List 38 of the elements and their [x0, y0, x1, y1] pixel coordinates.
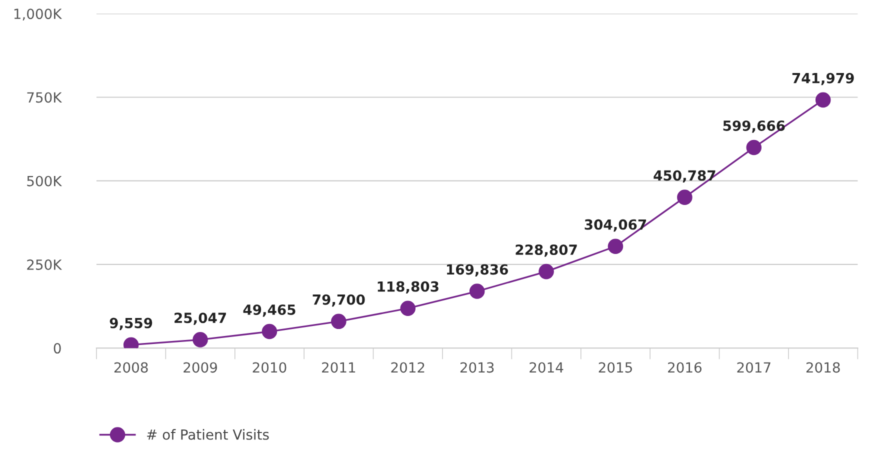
x-tick-label: 2014	[530, 362, 564, 373]
x-tick-label: 2017	[737, 362, 770, 373]
point	[331, 314, 346, 330]
y-tick-label: 500K	[27, 176, 62, 186]
point	[538, 264, 554, 280]
point	[469, 284, 485, 299]
data-label: 228,807	[516, 244, 577, 257]
point	[400, 300, 416, 316]
y-tick-label: 1,000K	[14, 8, 62, 21]
y-tick-label: 750K	[27, 92, 62, 103]
legend-label: # of Patient Visits	[147, 429, 269, 440]
data-label: 599,666	[723, 120, 785, 133]
x-tick-label: 2009	[184, 362, 217, 373]
data-label: 169,836	[447, 264, 508, 276]
x-tick-label: 2016	[668, 362, 702, 373]
data-label: 304,067	[584, 219, 646, 232]
data-label: 9,559	[110, 318, 152, 330]
data-label: 25,047	[174, 312, 226, 325]
point	[192, 332, 208, 348]
data-label: 79,700	[312, 294, 365, 307]
x-tick-label: 2012	[391, 362, 424, 373]
x-tick-label: 2010	[252, 362, 286, 373]
y-tick-label: 0	[54, 343, 61, 354]
point	[608, 238, 624, 254]
point	[262, 324, 278, 340]
data-label: 741,979	[792, 72, 854, 86]
y-tick-label: 250K	[27, 259, 62, 270]
point	[677, 190, 692, 205]
point	[746, 140, 762, 156]
x-tick-label: 2018	[806, 362, 840, 373]
x-tick-label: 2013	[460, 362, 494, 373]
x-tick-label: 2011	[322, 362, 356, 373]
x-tick-label: 2008	[114, 362, 148, 373]
data-label: 49,465	[243, 304, 296, 317]
x-tick-label: 2015	[598, 362, 632, 373]
data-label: 450,787	[654, 170, 716, 183]
data-label: 118,803	[378, 281, 438, 294]
point	[815, 92, 831, 108]
